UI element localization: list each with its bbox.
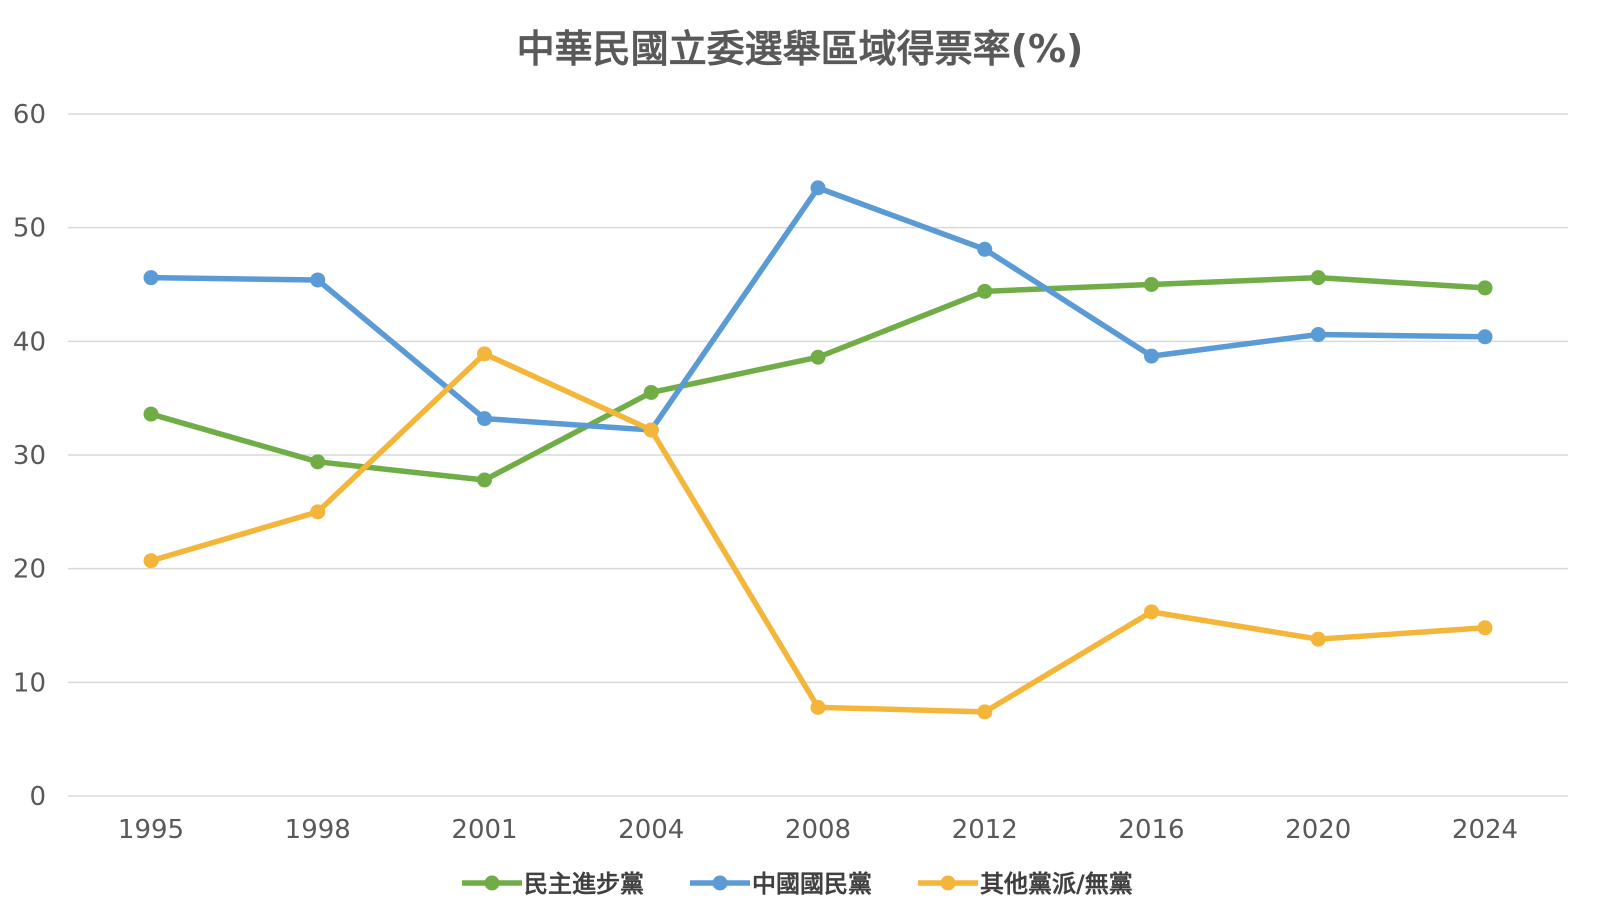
data-point [1477,329,1493,345]
legend-label: 其他黨派/無黨 [980,870,1133,898]
x-tick-label: 2024 [1452,815,1518,845]
x-tick-label: 2001 [451,815,517,845]
data-point [477,411,492,427]
data-point [143,406,159,422]
legend-swatch-marker [940,875,956,891]
legend-item-1: 中國國民黨 [690,870,872,898]
y-tick-label: 10 [13,668,46,698]
y-tick-label: 40 [13,327,46,357]
data-point [1477,620,1493,636]
data-point [310,454,326,470]
x-axis-ticks: 1995 1998 2001 2004 2008 2012 2016 2020 2024 [118,815,1518,845]
y-tick-label: 20 [13,555,46,585]
data-point [1144,277,1159,292]
data-point [1310,270,1326,286]
data-point [477,472,492,488]
data-point [1310,327,1326,343]
legend-item-2: 其他黨派/無黨 [918,870,1133,898]
x-tick-label: 2016 [1118,815,1184,845]
data-point [477,346,492,362]
series-lines [143,180,1493,720]
y-tick-label: 50 [13,214,46,244]
data-point [810,349,826,365]
y-axis-ticks: 0 10 20 30 40 50 60 [13,100,46,812]
data-point [1144,348,1159,364]
legend-label: 中國國民黨 [752,870,872,898]
series-line [148,185,1488,433]
data-point [1144,604,1159,620]
legend-swatch-marker [712,875,728,891]
data-point [810,180,826,196]
data-point [1310,631,1326,647]
x-tick-label: 2008 [785,815,851,845]
data-point [810,699,826,715]
y-tick-label: 60 [13,100,46,130]
data-point [643,422,659,438]
data-point [1477,280,1493,296]
legend-label: 民主進步黨 [524,870,644,898]
x-tick-label: 2004 [618,815,684,845]
series-1 [143,180,1493,438]
data-point [310,272,326,288]
legend-item-0: 民主進步黨 [462,870,644,898]
data-point [143,270,159,286]
legend-swatch-marker [484,875,500,891]
series-0 [143,270,1493,488]
y-tick-label: 0 [29,782,46,812]
data-point [977,704,993,720]
x-tick-label: 2012 [952,815,1018,845]
data-point [310,504,326,520]
data-point [977,283,993,299]
data-point [977,241,993,257]
x-tick-label: 1998 [285,815,351,845]
x-tick-label: 1995 [118,815,184,845]
series-2 [143,346,1493,720]
x-tick-label: 2020 [1285,815,1351,845]
y-tick-label: 30 [13,441,46,471]
legend: 民主進步黨 中國國民黨 其他黨派/無黨 [462,870,1133,898]
series-line [148,351,1488,715]
data-point [143,553,159,569]
data-point [643,384,659,400]
chart-title: 中華民國立委選舉區域得票率(%) [517,27,1084,71]
